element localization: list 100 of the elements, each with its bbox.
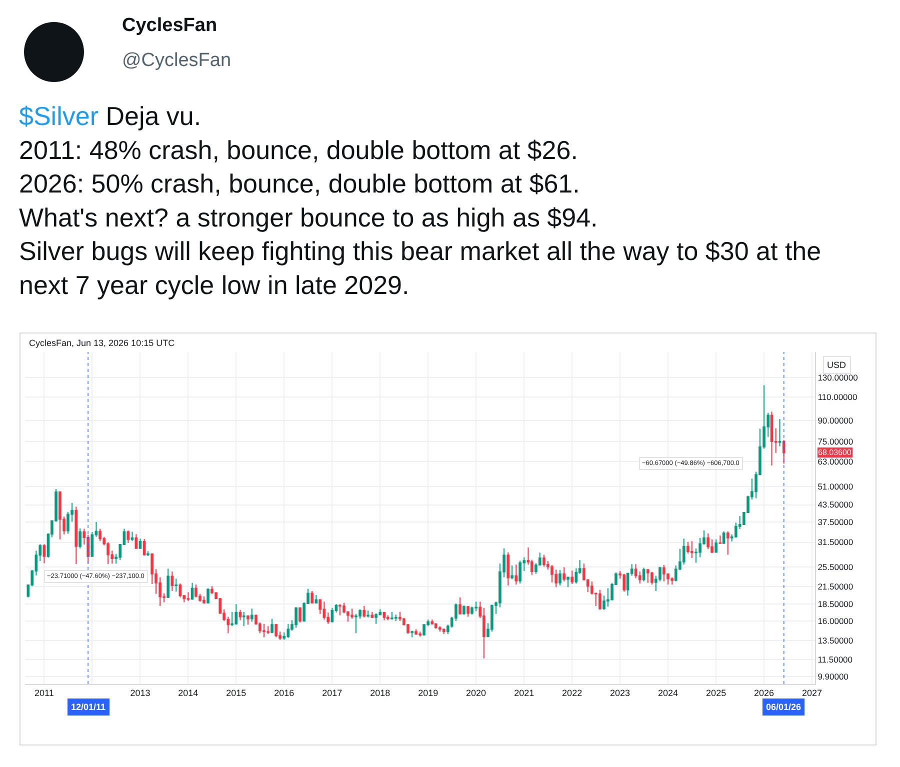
y-tick-label: 43.50000 (818, 500, 854, 510)
x-tick-label: 2017 (322, 688, 342, 698)
x-tick-label: 2020 (466, 688, 486, 698)
x-tick-label: 2019 (418, 688, 438, 698)
candlestick (414, 628, 418, 636)
candlestick (322, 601, 326, 620)
ref-line-label: 06/01/26 (766, 702, 802, 712)
candlestick (462, 604, 466, 616)
candlestick (442, 628, 446, 635)
candlestick (354, 613, 358, 634)
candlestick (714, 538, 718, 554)
candlestick (174, 578, 178, 592)
candlestick (370, 611, 374, 619)
y-tick-label: 25.50000 (818, 562, 854, 572)
candlestick (310, 590, 314, 604)
candlestick (246, 614, 250, 626)
candlestick (622, 573, 626, 592)
x-tick-label: 2015 (226, 688, 246, 698)
candlestick (506, 552, 510, 586)
candlestick (58, 491, 62, 540)
y-tick-label: 31.50000 (818, 537, 854, 548)
candlestick (394, 614, 398, 622)
candlestick (170, 570, 174, 592)
text: 68.03600 (818, 448, 852, 457)
candlestick (186, 592, 190, 602)
candlestick (558, 570, 562, 586)
candlestick (430, 619, 434, 624)
candlestick (418, 631, 422, 637)
y-tick-label: 18.50000 (818, 599, 854, 610)
candlestick (570, 570, 574, 584)
candlestick (690, 540, 694, 559)
text: @CyclesFan (122, 50, 232, 71)
candlestick (166, 568, 170, 598)
candlestick (250, 608, 254, 622)
candlestick (514, 564, 518, 585)
candlestick (382, 611, 386, 621)
candlestick (126, 530, 130, 544)
x-tick-label: 2027 (802, 688, 822, 698)
candlestick (146, 550, 150, 556)
candlestick (542, 554, 546, 568)
y-tick-label: 11.50000 (818, 654, 853, 664)
x-tick-label: 2025 (706, 688, 726, 698)
ref-line-label: 12/01/11 (71, 702, 106, 712)
x-tick-label: 2024 (658, 688, 678, 698)
candlestick (142, 538, 146, 556)
candlestick (722, 530, 726, 544)
candlestick (458, 596, 462, 614)
candlestick (134, 534, 138, 550)
y-tick-label: 63.00000 (818, 456, 854, 467)
x-tick-label: 2018 (370, 688, 390, 698)
candlestick (598, 589, 602, 610)
candlestick (550, 564, 554, 583)
candlestick (98, 528, 102, 542)
x-tick-label: 2014 (178, 688, 198, 698)
chart-title: $Silver Deja vu. 2011: 48% crash, bounce, double bottom at $26. 2026: 50% crash, bounce, double bottom at $61. What's next? a stronger bounce to as high as $94. Silver bugs will keep fighting this bear market all the way to $30 at the next 7 year cycle low in late 2029. (19, 101, 822, 300)
candlestick (386, 614, 390, 621)
y-tick-label: 75.00000 (818, 436, 854, 446)
y-axis-title: USD (827, 360, 846, 370)
candlestick (274, 623, 278, 638)
candlestick (374, 612, 378, 624)
x-tick-label: 2011 (34, 688, 54, 698)
candlestick (642, 567, 646, 582)
candlestick (518, 560, 522, 584)
candlestick (362, 605, 366, 618)
candlestick (206, 588, 210, 604)
candlestick (42, 544, 46, 564)
candlestick (130, 531, 134, 542)
candlestick (74, 506, 78, 565)
candlestick (366, 610, 370, 618)
candlestick (390, 611, 394, 620)
y-tick-label: 13.50000 (818, 636, 854, 646)
candlestick (314, 594, 318, 604)
candlestick (650, 571, 654, 585)
y-tick-label: 21.50000 (818, 582, 854, 592)
candlestick (726, 530, 730, 556)
candlestick (662, 564, 666, 582)
y-tick-label: 130.00000 (818, 372, 858, 383)
candlestick (646, 568, 650, 584)
candlestick (510, 564, 514, 580)
y-tick-label: 9.90000 (818, 672, 849, 682)
candlestick (190, 582, 194, 600)
candlestick (350, 608, 354, 620)
candlestick (234, 604, 238, 626)
x-tick-label: 2013 (130, 688, 150, 698)
y-tick-label: 51.00000 (818, 481, 854, 492)
text: CyclesFan (122, 15, 218, 36)
candlestick (270, 618, 274, 634)
y-tick-label: 90.00000 (818, 415, 854, 426)
candlestick (770, 411, 774, 466)
candlestick (410, 630, 414, 638)
candlestick (338, 604, 342, 616)
chart-subtitle: CyclesFan, Jun 13, 2026 10:15 UTC (29, 338, 176, 348)
x-tick-label: 2026 (754, 688, 774, 698)
y-tick-label: 37.50000 (818, 516, 854, 527)
candlestick (466, 605, 470, 618)
candlestick (178, 582, 182, 598)
candlestick (266, 626, 270, 635)
x-tick-label: 2022 (562, 688, 582, 698)
x-tick-label: 2016 (274, 688, 294, 698)
candlestick (562, 566, 566, 582)
